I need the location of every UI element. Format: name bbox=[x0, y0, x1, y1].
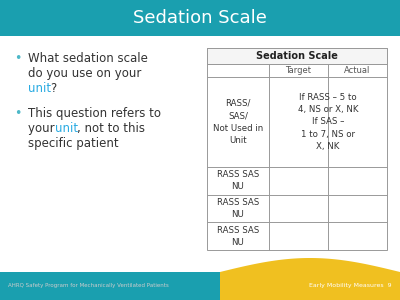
Text: RASS SAS
NU: RASS SAS NU bbox=[217, 198, 259, 219]
Bar bbox=[0, 36, 400, 272]
Bar bbox=[0, 0, 400, 36]
Bar bbox=[0, 272, 400, 300]
Bar bbox=[207, 48, 387, 250]
Text: RASS SAS
NU: RASS SAS NU bbox=[217, 170, 259, 191]
Text: unit: unit bbox=[55, 122, 78, 135]
Text: Target: Target bbox=[286, 66, 312, 75]
Text: AHRQ Safety Program for Mechanically Ventilated Patients: AHRQ Safety Program for Mechanically Ven… bbox=[8, 284, 169, 289]
Text: Sedation Scale: Sedation Scale bbox=[133, 9, 267, 27]
Text: •: • bbox=[14, 107, 21, 120]
Text: Actual: Actual bbox=[344, 66, 371, 75]
Text: Sedation Scale: Sedation Scale bbox=[256, 51, 338, 61]
Polygon shape bbox=[220, 258, 400, 300]
Text: This question refers to: This question refers to bbox=[28, 107, 161, 120]
Text: do you use on your: do you use on your bbox=[28, 67, 141, 80]
Text: specific patient: specific patient bbox=[28, 137, 119, 150]
Text: RASS SAS
NU: RASS SAS NU bbox=[217, 226, 259, 247]
Text: , not to this: , not to this bbox=[77, 122, 145, 135]
Text: RASS/
SAS/
Not Used in
Unit: RASS/ SAS/ Not Used in Unit bbox=[213, 99, 263, 145]
Text: unit: unit bbox=[28, 82, 51, 95]
Bar bbox=[207, 48, 387, 64]
Text: your: your bbox=[28, 122, 58, 135]
Text: Early Mobility Measures  9: Early Mobility Measures 9 bbox=[309, 284, 392, 289]
Text: •: • bbox=[14, 52, 21, 65]
Text: If RASS – 5 to
4, NS or X, NK
If SAS –
1 to 7, NS or
X, NK: If RASS – 5 to 4, NS or X, NK If SAS – 1… bbox=[298, 92, 358, 152]
Text: What sedation scale: What sedation scale bbox=[28, 52, 148, 65]
Text: ?: ? bbox=[50, 82, 56, 95]
